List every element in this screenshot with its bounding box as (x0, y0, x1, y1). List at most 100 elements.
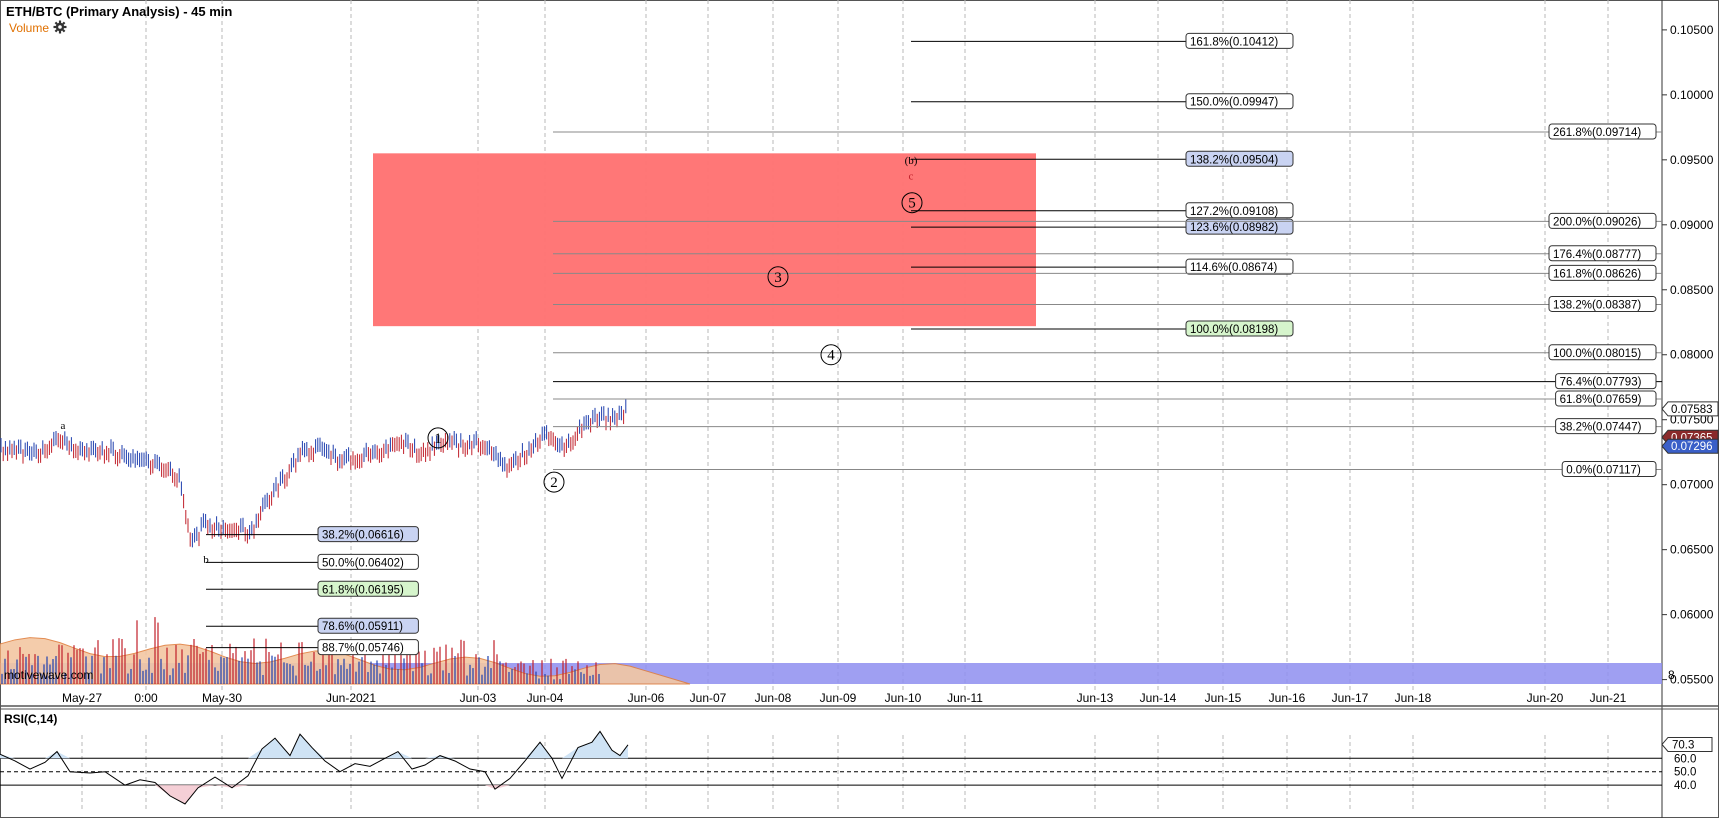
fib-left-label: 38.2%(0.06616) (322, 530, 404, 542)
y-tick-label: 0.09500 (1670, 153, 1714, 167)
x-tick-label: Jun-07 (690, 691, 727, 705)
x-tick-label: Jun-21 (1590, 691, 1627, 705)
fib-mid-label: 100.0%(0.08198) (1190, 324, 1278, 336)
wave-label: b (203, 554, 209, 566)
x-tick-label: Jun-2021 (326, 691, 376, 705)
wave-circle (901, 192, 923, 214)
wave-label: 1 (434, 431, 442, 447)
fib-right-label-box (1555, 390, 1657, 407)
rsi-current-tag (1661, 736, 1713, 752)
price-series (0, 398, 627, 548)
rsi-level-label: 50.0 (1674, 767, 1696, 779)
price-tag (1661, 401, 1719, 417)
wave-label: c (909, 170, 914, 182)
y-tick-label: 0.10000 (1670, 88, 1714, 102)
fib-mid-label: 127.2%(0.09108) (1190, 206, 1278, 218)
fib-right-label-box (1548, 245, 1657, 262)
price-tag-label: 0.07296 (1671, 441, 1713, 453)
x-tick-label: Jun-18 (1395, 691, 1432, 705)
volume-pane: 8 (0, 617, 1675, 685)
price-tag (1661, 438, 1719, 454)
y-tick-label: 0.10500 (1670, 23, 1714, 37)
fib-mid-label: 123.6%(0.08982) (1190, 222, 1278, 234)
fib-right-label: 0.0%(0.07117) (1566, 464, 1641, 476)
fib-right-label: 200.0%(0.09026) (1553, 216, 1641, 228)
rsi-pane: 60.0 50.040.0 70.3 (0, 730, 1713, 805)
x-tick-label: Jun-06 (628, 691, 665, 705)
fib-right-label: 76.4%(0.07793) (1560, 377, 1642, 389)
fib-left-label: 88.7%(0.05746) (322, 643, 404, 655)
wave-labels: 1 2 3 4 5 (b) c a b (61, 155, 923, 566)
price-tag-label: 0.07583 (1671, 404, 1713, 416)
target-zone-rect (373, 153, 1036, 327)
volume-indicator-label[interactable]: Volume (9, 21, 50, 35)
fib-right-label: 38.2%(0.07447) (1560, 422, 1642, 434)
fib-left-label-box (317, 580, 419, 597)
wave-circle (427, 427, 449, 449)
x-tick-label: Jun-16 (1269, 691, 1306, 705)
x-tick-label: May-30 (202, 691, 242, 705)
wave-label: a (61, 420, 66, 432)
x-tick-label: Jun-11 (947, 691, 983, 705)
fib-right-label-box (1548, 212, 1657, 229)
wave-circle (543, 471, 565, 493)
fib-right-label-box (1548, 344, 1657, 361)
fib-left-label-box (317, 553, 419, 570)
rsi-title: RSI(C,14) (4, 712, 58, 726)
x-tick-label: Jun-10 (885, 691, 922, 705)
fib-right-label-box (1548, 123, 1657, 140)
fib-mid-label-box (1185, 150, 1294, 167)
x-tick-label: Jun-20 (1527, 691, 1564, 705)
fib-left-label-box (317, 526, 419, 543)
fib-right-label: 176.4%(0.08777) (1553, 249, 1641, 261)
rsi-current-label: 70.3 (1672, 739, 1694, 751)
fib-mid-label: 161.8%(0.10412) (1190, 36, 1278, 48)
volume-axis-label: 8 (1668, 668, 1675, 682)
fib-right-label: 61.8%(0.07659) (1560, 394, 1642, 406)
gear-icon[interactable] (53, 20, 67, 34)
fib-right-label-box (1555, 418, 1657, 435)
time-axis[interactable]: May-27 0:00 May-30 Jun-2021 Jun-03 Jun-04 Jun-… (62, 691, 1627, 705)
fib-mid-label-box (1185, 32, 1294, 49)
x-tick-label: Jun-09 (820, 691, 857, 705)
fib-mid-label-box (1185, 258, 1294, 275)
wave-label: 3 (774, 270, 782, 286)
rsi-overbought-fill (0, 731, 628, 759)
wave-label: (b) (905, 155, 918, 167)
y-tick-label: 0.09000 (1670, 218, 1714, 232)
y-tick-label: 0.08500 (1670, 283, 1714, 297)
x-tick-label: Jun-17 (1332, 691, 1369, 705)
watermark: motivewave.com (4, 668, 94, 682)
fib-right-label: 161.8%(0.08626) (1553, 268, 1641, 280)
y-tick-label: 0.08000 (1670, 348, 1714, 362)
fib-left-label-box (317, 639, 419, 656)
x-tick-label: Jun-04 (527, 691, 564, 705)
fib-left-label: 50.0%(0.06402) (322, 557, 404, 569)
fib-left-label: 78.6%(0.05911) (322, 621, 403, 633)
x-tick-label: Jun-15 (1205, 691, 1242, 705)
fib-mid-label: 114.6%(0.08674) (1190, 262, 1278, 274)
fib-right-label: 100.0%(0.08015) (1553, 348, 1641, 360)
y-tick-label: 0.05500 (1670, 673, 1714, 687)
wave-circle (820, 344, 842, 366)
fib-mid-label: 138.2%(0.09504) (1190, 154, 1278, 166)
price-axis[interactable]: 0.10500 0.10000 0.09500 0.09000 0.08500 0.080… (1661, 23, 1719, 687)
fib-mid-label-box (1185, 218, 1294, 235)
x-tick-label: Jun-14 (1140, 691, 1177, 705)
x-tick-label: Jun-03 (460, 691, 497, 705)
rsi-level-label: 40.0 (1674, 780, 1696, 792)
wave-circle (767, 266, 789, 288)
fib-mid-label-box (1185, 320, 1294, 337)
x-tick-label: May-27 (62, 691, 102, 705)
fib-left-label-box (317, 617, 419, 634)
x-tick-label: 0:00 (134, 691, 158, 705)
fib-mid-label-box (1185, 202, 1294, 219)
fib-right-label: 138.2%(0.08387) (1553, 299, 1641, 311)
fib-right-label-box (1555, 373, 1657, 390)
fibonacci-levels: 38.2%(0.06616) 50.0%(0.06402) 61.8%(0.0619… (206, 32, 1662, 656)
fib-mid-label-box (1185, 93, 1294, 110)
rsi-level-label: 60.0 (1674, 753, 1696, 765)
fib-right-label-box (1548, 264, 1657, 281)
